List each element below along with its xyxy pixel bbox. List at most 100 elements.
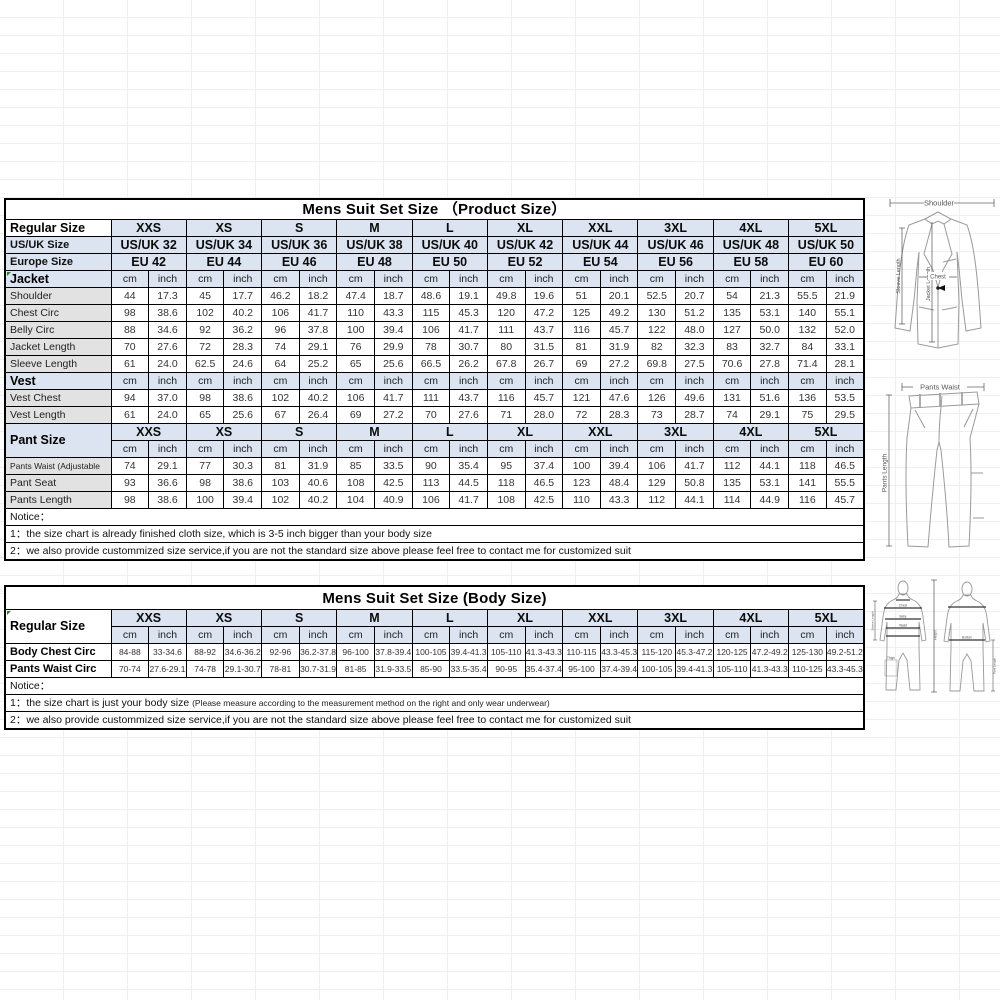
cm-value: 122 [637, 321, 677, 339]
cm-value: 70 [411, 406, 451, 424]
size-header: S [261, 609, 338, 627]
size-header: S [261, 423, 338, 441]
pants-length-measure-line [886, 394, 892, 547]
back-figure-outline [943, 581, 991, 692]
inch-value: 27.2 [373, 406, 413, 424]
body-measure-diagram: Chest Belly Waist Thigh Sleeve Length He… [870, 579, 997, 693]
inch-value: 53.1 [750, 474, 790, 492]
size-header: XXS [110, 423, 187, 441]
inch-header: inch [449, 626, 488, 644]
cm-header: cm [336, 440, 375, 458]
body-thigh-label: Thigh [887, 656, 895, 660]
cm-value: 115 [411, 304, 451, 322]
inch-value: 49.2 [599, 304, 639, 322]
cm-value: 71 [486, 406, 526, 424]
inch-value: 41.7 [298, 304, 338, 322]
size-header: XL [486, 609, 564, 627]
inch-value: 34.6 [148, 321, 187, 339]
inch-value: 50.0 [750, 321, 790, 339]
cm-header: cm [637, 440, 677, 458]
inch-value: 18.2 [298, 287, 338, 305]
inch-header: inch [373, 270, 413, 288]
inch-header: inch [449, 440, 488, 458]
inch-value: 37.8 [298, 321, 338, 339]
inch-header: inch [449, 270, 488, 288]
cm-header: cm [712, 270, 752, 288]
cm-header: cm [486, 270, 526, 288]
cm-value: 54 [712, 287, 752, 305]
cm-value: 74 [712, 406, 752, 424]
inch-value: 26.4 [298, 406, 338, 424]
cm-value: 132 [788, 321, 827, 339]
size-header: S [261, 219, 338, 237]
inch-value: 25.6 [223, 406, 263, 424]
inch-value: 41.7 [675, 457, 714, 475]
inch-value: 40.2 [298, 389, 338, 407]
inch-header: inch [524, 270, 564, 288]
inch-header: inch [750, 372, 790, 390]
cm-header: cm [788, 626, 827, 644]
inch-value: 30.7-31.9 [298, 660, 338, 678]
inch-header: inch [223, 372, 263, 390]
vest-section-label: Vest [4, 372, 112, 390]
inch-header: inch [599, 270, 639, 288]
cm-header: cm [486, 372, 526, 390]
inch-header: inch [675, 270, 714, 288]
usuk-size-label: US/UK Size [4, 236, 112, 254]
size-header: XXL [562, 219, 639, 237]
cm-value: 47.4 [336, 287, 375, 305]
cm-header: cm [336, 270, 375, 288]
inch-value: 42.5 [524, 491, 564, 509]
cm-value: 127 [712, 321, 752, 339]
size-header: 5XL [788, 219, 865, 237]
cm-value: 96-100 [336, 643, 375, 661]
inch-value: 41.3-43.3 [524, 643, 564, 661]
inch-value: 18.7 [373, 287, 413, 305]
waist-measure-line [901, 383, 985, 391]
inch-value: 35.4 [449, 457, 488, 475]
cm-value: 108 [336, 474, 375, 492]
cm-header: cm [411, 626, 451, 644]
jacket-length-label: Jacket Length [926, 267, 932, 301]
size-header: XS [185, 423, 263, 441]
cm-value: 106 [261, 304, 300, 322]
inch-value: 41.7 [449, 321, 488, 339]
inch-value: 36.2 [223, 321, 263, 339]
cm-value: 125-130 [788, 643, 827, 661]
inch-value: 43.3-45.3 [825, 660, 865, 678]
cm-value: 93 [110, 474, 150, 492]
size-header: XXS [110, 219, 187, 237]
inch-value: 45.7 [599, 321, 639, 339]
cm-value: 118 [788, 457, 827, 475]
size-header: XXL [562, 609, 639, 627]
inch-value: 46.5 [524, 474, 564, 492]
inch-value: 27.6-29.1 [148, 660, 187, 678]
cm-value: 88-92 [185, 643, 225, 661]
cm-value: 80 [486, 338, 526, 356]
inch-header: inch [675, 372, 714, 390]
cm-value: 70 [110, 338, 150, 356]
usuk-value: US/UK 42 [486, 236, 564, 254]
cm-value: 116 [486, 389, 526, 407]
front-measure-lines [884, 599, 922, 637]
inch-value: 32.3 [675, 338, 714, 356]
usuk-value: US/UK 38 [336, 236, 413, 254]
inch-value: 30.3 [223, 457, 263, 475]
inch-value: 39.4-41.3 [675, 660, 714, 678]
inch-header: inch [373, 440, 413, 458]
shoulder-measure-line [889, 199, 995, 207]
inch-value: 39.4 [223, 491, 263, 509]
cm-value: 92-96 [261, 643, 300, 661]
cm-header: cm [712, 440, 752, 458]
inch-value: 37.4-39.4 [599, 660, 639, 678]
size-header: 4XL [712, 423, 790, 441]
cm-value: 98 [110, 491, 150, 509]
body-table-title: Mens Suit Set Size (Body Size) [4, 585, 865, 610]
inch-value: 41.7 [373, 389, 413, 407]
cm-value: 108 [486, 491, 526, 509]
front-figure-outline [879, 580, 927, 691]
cm-header: cm [261, 372, 300, 390]
body-bottom-label: Bottom [962, 636, 972, 640]
cm-value: 74-78 [185, 660, 225, 678]
row-label: Chest Circ [4, 304, 112, 322]
